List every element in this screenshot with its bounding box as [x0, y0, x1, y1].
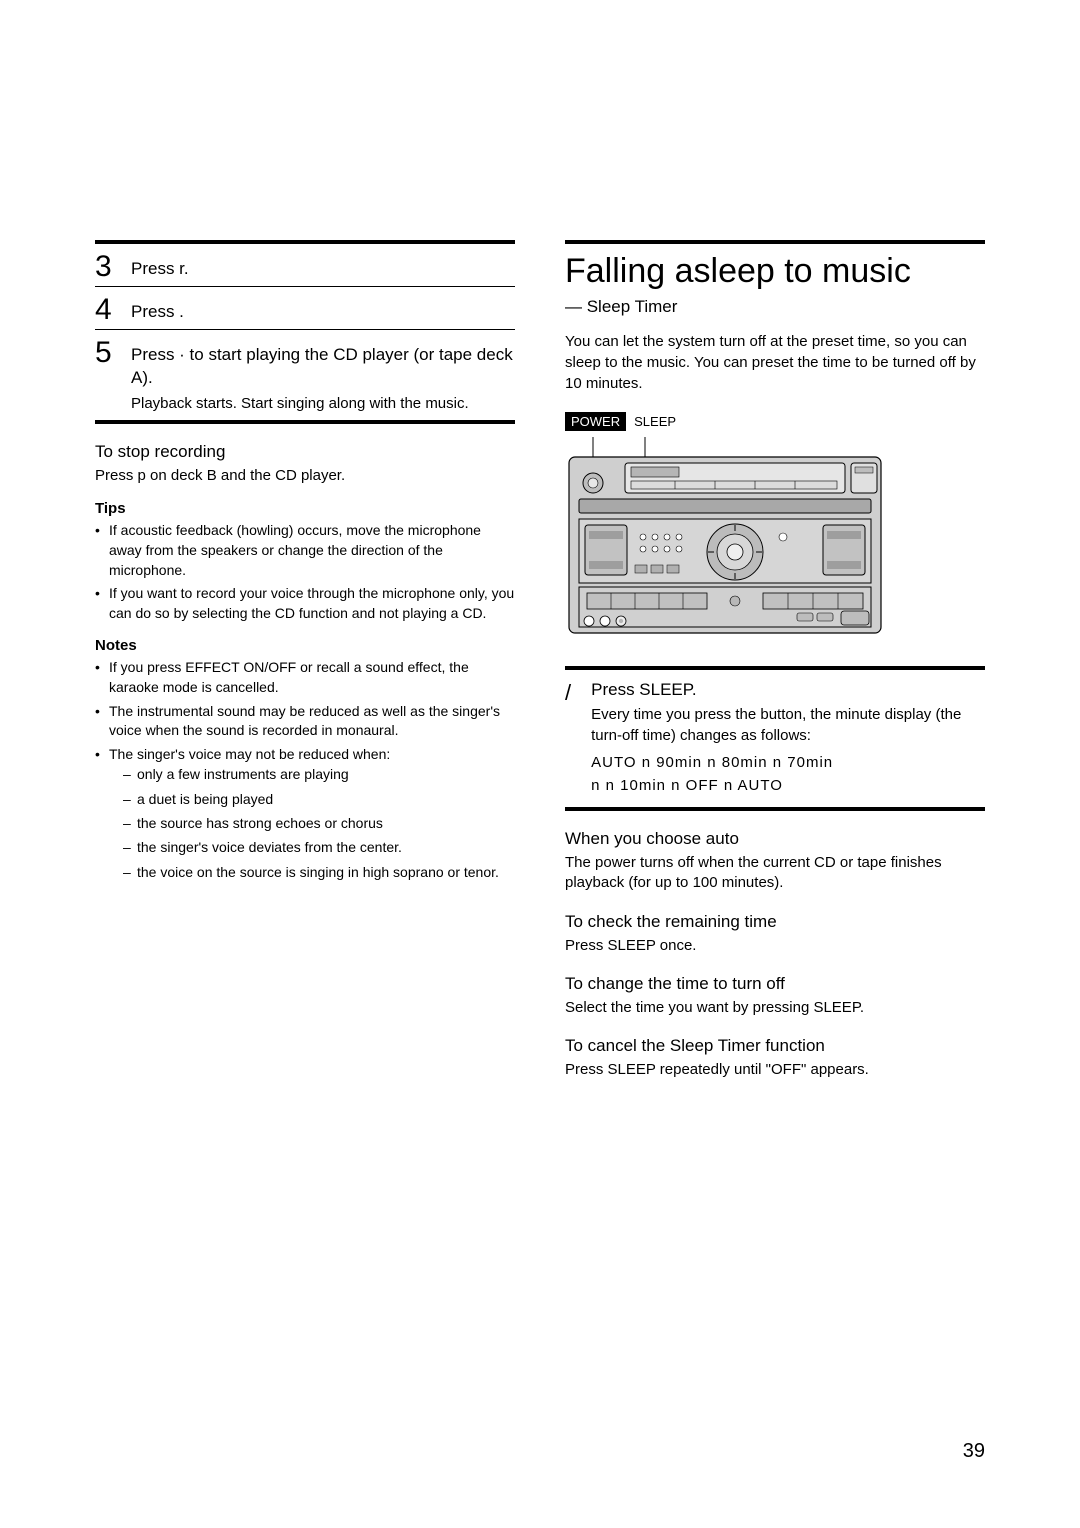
subtitle: — Sleep Timer [565, 297, 985, 317]
change-text: Select the time you want by pressing SLE… [565, 998, 985, 1018]
tips-heading: Tips [95, 500, 515, 517]
step-title: Press · to start playing the CD player (… [131, 344, 515, 390]
step-marker: / [565, 680, 571, 706]
stop-recording-text: Press p on deck B and the CD player. [95, 466, 515, 486]
tip-item: If acoustic feedback (howling) occurs, m… [95, 521, 515, 580]
auto-heading: When you choose auto [565, 829, 985, 849]
note-item: If you press EFFECT ON/OFF or recall a s… [95, 658, 515, 697]
change-section: To change the time to turn off Select th… [565, 974, 985, 1018]
check-section: To check the remaining time Press SLEEP … [565, 912, 985, 956]
rule [565, 666, 985, 670]
step-title: Press r. [131, 258, 515, 281]
change-heading: To change the time to turn off [565, 974, 985, 994]
note-subitem: the source has strong echoes or chorus [123, 813, 515, 833]
tips-list: If acoustic feedback (howling) occurs, m… [95, 521, 515, 623]
cancel-text: Press SLEEP repeatedly until "OFF" appea… [565, 1060, 985, 1080]
step-text: Every time you press the button, the min… [591, 704, 985, 746]
power-label: POWER [565, 412, 626, 431]
step-3: 3 Press r. [95, 252, 515, 282]
note-subitem: the voice on the source is singing in hi… [123, 862, 515, 882]
right-column: Falling asleep to music — Sleep Timer Yo… [565, 240, 985, 1080]
stop-recording-heading: To stop recording [95, 442, 515, 462]
note-intro: The singer's voice may not be reduced wh… [109, 746, 390, 762]
notes-heading: Notes [95, 637, 515, 654]
left-column: 3 Press r. 4 Press . 5 Press · to start … [95, 240, 515, 1080]
note-sublist: only a few instruments are playing a due… [109, 764, 515, 881]
cancel-heading: To cancel the Sleep Timer function [565, 1036, 985, 1056]
rule [95, 286, 515, 287]
tip-item: If you want to record your voice through… [95, 584, 515, 623]
rule [565, 240, 985, 244]
note-subitem: the singer's voice deviates from the cen… [123, 837, 515, 857]
step-number: 4 [95, 295, 131, 325]
cancel-section: To cancel the Sleep Timer function Press… [565, 1036, 985, 1080]
page-number: 39 [963, 1440, 985, 1463]
device-illustration [565, 437, 885, 637]
sequence-line-1: AUTO n 90min n 80min n 70min [591, 752, 985, 775]
step-number: 5 [95, 338, 131, 368]
step-5: 5 Press · to start playing the CD player… [95, 338, 515, 414]
page-title: Falling asleep to music [565, 252, 985, 291]
device-diagram: POWER SLEEP [565, 412, 985, 642]
note-subitem: only a few instruments are playing [123, 764, 515, 784]
step-title: Press SLEEP. [591, 680, 985, 700]
rule [565, 807, 985, 811]
sequence-line-2: n n 10min n OFF n AUTO [591, 775, 985, 798]
check-heading: To check the remaining time [565, 912, 985, 932]
notes-list: If you press EFFECT ON/OFF or recall a s… [95, 658, 515, 881]
rule [95, 240, 515, 244]
step-subtext: Playback starts. Start singing along wit… [131, 394, 515, 414]
auto-text: The power turns off when the current CD … [565, 853, 985, 894]
note-item: The instrumental sound may be reduced as… [95, 702, 515, 741]
intro-text: You can let the system turn off at the p… [565, 331, 985, 394]
note-item: The singer's voice may not be reduced wh… [95, 745, 515, 882]
sleep-label: SLEEP [634, 412, 676, 431]
step-title: Press . [131, 301, 515, 324]
auto-section: When you choose auto The power turns off… [565, 829, 985, 894]
note-subitem: a duet is being played [123, 789, 515, 809]
sleep-step: / Press SLEEP. Every time you press the … [565, 680, 985, 797]
diagram-labels: POWER SLEEP [565, 412, 985, 431]
step-number: 3 [95, 252, 131, 282]
step-4: 4 Press . [95, 295, 515, 325]
rule [95, 329, 515, 330]
rule [95, 420, 515, 424]
check-text: Press SLEEP once. [565, 936, 985, 956]
